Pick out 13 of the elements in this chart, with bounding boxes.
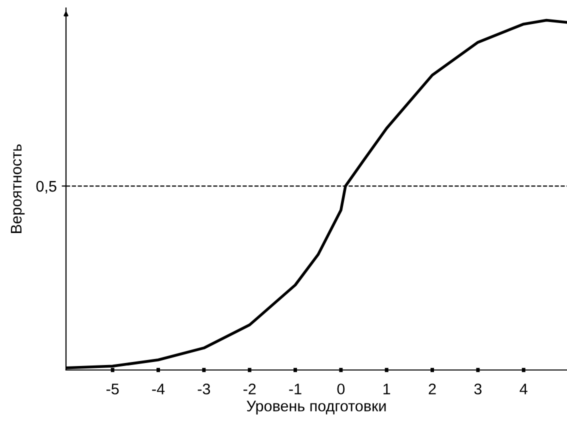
x-tick-label: 3 (474, 384, 482, 394)
x-tick-label: 4 (520, 384, 528, 394)
ref-line-label: 0,5 (36, 180, 56, 194)
x-tick-label: -1 (289, 384, 302, 394)
y-axis-title: Вероятность (10, 144, 25, 233)
x-tick-label: -2 (243, 384, 256, 394)
x-tick-label: -3 (198, 384, 210, 394)
x-tick-label: 2 (428, 384, 436, 394)
x-axis-title: Уровень подготовки (246, 400, 386, 414)
x-tick-label: -5 (106, 384, 119, 394)
x-tick-label: 0 (337, 384, 345, 394)
x-tick-label: -4 (152, 384, 165, 394)
x-tick-label: 1 (384, 384, 390, 394)
